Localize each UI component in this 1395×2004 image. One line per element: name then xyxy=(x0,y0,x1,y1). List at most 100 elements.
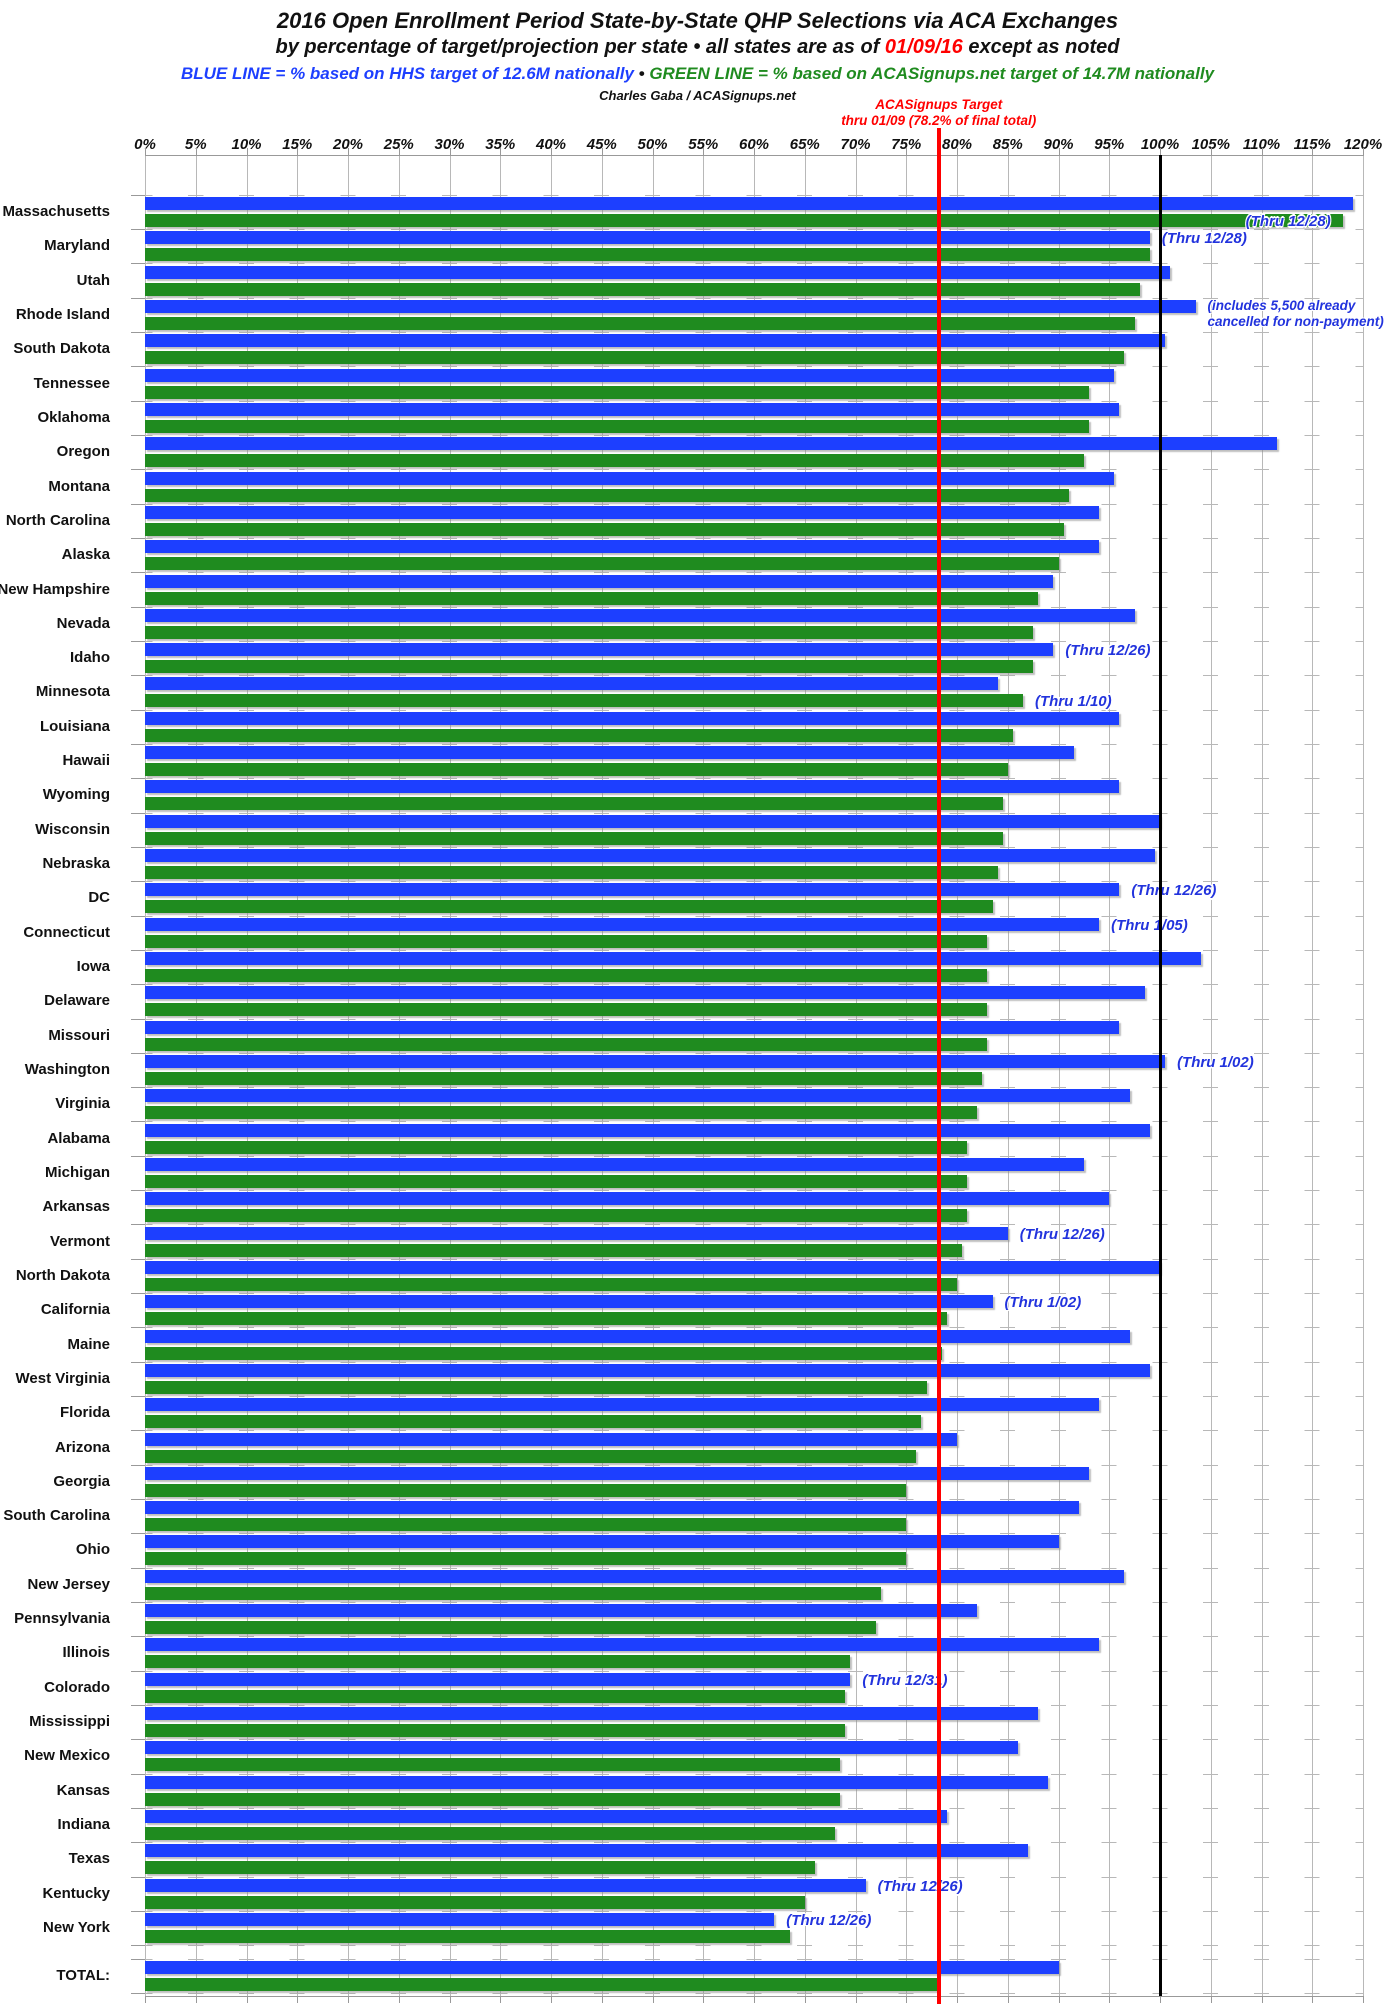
row-boundary-left-tick xyxy=(131,606,145,608)
state-label: North Dakota xyxy=(15,1266,110,1284)
row-boundary-ticks xyxy=(145,709,1363,711)
row-boundary-left-tick xyxy=(131,1121,145,1123)
axis-tick-bottom xyxy=(297,1996,299,2003)
axis-tick-top xyxy=(1363,148,1364,155)
row-boundary-left-tick xyxy=(131,641,145,642)
bar-blue xyxy=(145,986,1145,1000)
state-label: Nevada xyxy=(56,614,110,632)
row-boundary-ticks xyxy=(145,1876,1363,1878)
axis-tick-bottom xyxy=(906,1996,908,2003)
axis-tick-label: 20% xyxy=(332,136,364,153)
note: (Thru 12/28) xyxy=(1245,213,1331,230)
row-boundary-left-tick xyxy=(131,1993,145,1994)
bar-green xyxy=(145,1930,790,1943)
axis-tick-bottom xyxy=(855,1996,857,2003)
bar-green xyxy=(145,1483,907,1497)
axis-tick-top xyxy=(957,148,958,155)
axis-tick-top xyxy=(500,148,502,155)
state-label: Michigan xyxy=(44,1163,110,1181)
row-boundary-left-tick xyxy=(131,332,145,334)
row-boundary-left-tick xyxy=(131,1361,145,1363)
bar-green xyxy=(145,694,1023,708)
bar-green xyxy=(145,591,1039,605)
axis-tick-top xyxy=(398,148,400,155)
row-boundary-left-tick xyxy=(131,915,145,917)
state-label: New Mexico xyxy=(24,1747,110,1765)
gridline xyxy=(1261,155,1263,1996)
bar-green xyxy=(145,831,1003,845)
row-boundary-left-tick xyxy=(131,400,145,402)
bar-green xyxy=(145,488,1069,502)
bar-blue xyxy=(145,1432,957,1446)
row-boundary-ticks xyxy=(145,1910,1363,1912)
state-label: West Virginia xyxy=(15,1369,110,1387)
row-boundary-ticks xyxy=(145,881,1363,883)
row-boundary-left-tick xyxy=(131,1739,145,1741)
state-label: Idaho xyxy=(70,649,110,667)
row-boundary-left-tick xyxy=(131,1567,145,1569)
state-label: Nebraska xyxy=(42,855,110,873)
axis-tick-bottom xyxy=(145,1996,146,2003)
row-boundary-ticks xyxy=(145,606,1363,608)
state-label: Vermont xyxy=(49,1232,110,1250)
note: (Thru 12/26) xyxy=(877,1877,963,1895)
row-boundary-left-tick xyxy=(131,1293,145,1295)
row-boundary-ticks xyxy=(145,1224,1363,1226)
row-boundary-ticks xyxy=(145,503,1363,505)
axis-tick-top xyxy=(1312,148,1314,155)
bar-blue xyxy=(145,505,1100,519)
bar-green xyxy=(145,1037,988,1051)
state-label: Texas xyxy=(68,1850,110,1868)
row-boundary-left-tick xyxy=(131,881,145,883)
row-boundary-ticks xyxy=(145,1121,1363,1123)
row-boundary-left-tick xyxy=(131,1601,145,1603)
row-boundary-ticks xyxy=(145,1842,1363,1844)
axis-tick-top xyxy=(1210,148,1212,155)
row-boundary-ticks xyxy=(145,778,1363,780)
gridline xyxy=(1312,155,1314,1996)
row-boundary-left-tick xyxy=(131,778,145,780)
state-label: New Jersey xyxy=(27,1575,110,1593)
state-label: New Hampshire xyxy=(0,580,110,598)
state-label: Maryland xyxy=(44,237,110,255)
axis-tick-bottom xyxy=(1058,1996,1060,2003)
row-boundary-left-tick xyxy=(131,435,145,437)
row-boundary-ticks xyxy=(145,1670,1363,1672)
target-line-red xyxy=(936,128,941,2004)
state-label: Virginia xyxy=(55,1095,110,1113)
reference-line-100pct xyxy=(1159,155,1162,1996)
row-boundary-ticks xyxy=(145,1430,1363,1432)
gridline xyxy=(1007,155,1009,1996)
row-boundary-left-tick xyxy=(131,1807,145,1809)
axis-tick-top xyxy=(703,148,705,155)
state-label: South Carolina xyxy=(3,1507,110,1525)
row-boundary-left-tick xyxy=(131,949,145,951)
bar-blue xyxy=(145,1535,1059,1549)
bar-blue xyxy=(145,402,1120,416)
row-boundary-left-tick xyxy=(131,1327,145,1329)
row-boundary-ticks xyxy=(145,1018,1363,1020)
note: (Thru 12/26) xyxy=(1065,642,1151,660)
row-boundary-left-tick xyxy=(131,1155,145,1157)
bar-blue xyxy=(145,1961,1059,1974)
bar-green xyxy=(145,282,1140,296)
note: (Thru 1/02) xyxy=(1004,1294,1082,1312)
bar-green xyxy=(145,1895,805,1909)
bar-green xyxy=(145,248,1150,262)
state-label: Colorado xyxy=(44,1678,110,1696)
axis-tick-label: 95% xyxy=(1094,136,1125,153)
bar-green xyxy=(145,1415,922,1429)
bar-blue xyxy=(145,231,1150,245)
bar-green xyxy=(145,1346,942,1360)
state-label: Alaska xyxy=(61,546,110,564)
row-boundary-ticks xyxy=(145,332,1363,334)
bar-blue xyxy=(145,197,1353,210)
axis-tick-bottom xyxy=(804,1996,806,2003)
row-boundary-ticks xyxy=(145,297,1363,299)
state-label: South Dakota xyxy=(13,340,110,358)
axis-tick-top xyxy=(551,148,552,155)
bar-green xyxy=(145,1827,836,1841)
row-boundary-ticks xyxy=(145,743,1363,745)
axis-tick-top xyxy=(1160,148,1161,155)
row-boundary-ticks xyxy=(145,400,1363,402)
